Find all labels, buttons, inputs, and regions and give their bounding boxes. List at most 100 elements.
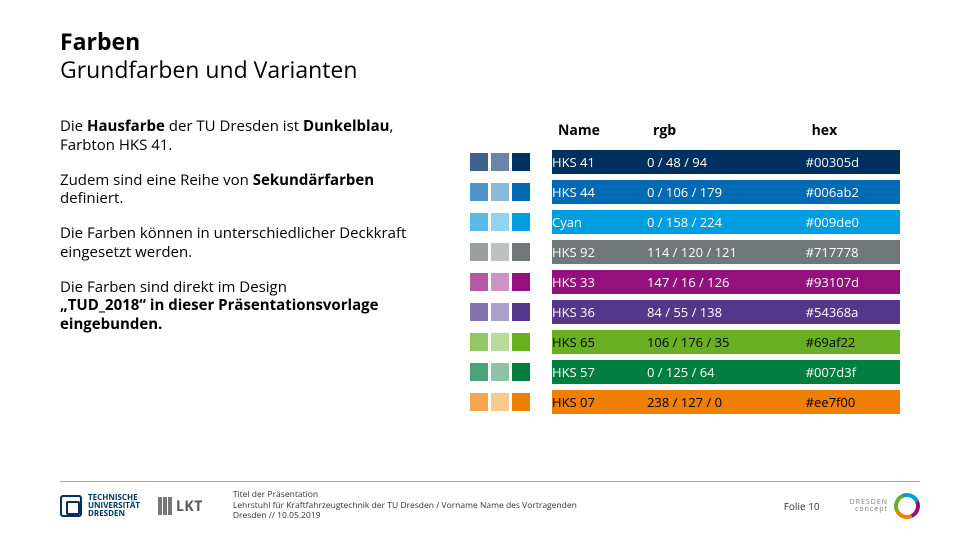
- color-swatch: [470, 303, 488, 321]
- col-rgb: rgb: [647, 117, 806, 150]
- tud-logo: TECHNISCHE UNIVERSITÄT DRESDEN: [60, 494, 140, 518]
- cell-name: Cyan: [552, 210, 647, 234]
- dresden-concept-text: DRESDEN concept: [850, 499, 888, 513]
- footer-logos: TECHNISCHE UNIVERSITÄT DRESDEN LKT: [60, 494, 203, 518]
- color-table-wrapper: Name rgb hex HKS 410 / 48 / 94#00305dHKS…: [470, 117, 900, 420]
- cell-name: HKS 65: [552, 330, 647, 354]
- cell-rgb: 0 / 125 / 64: [647, 360, 806, 384]
- cell-name: HKS 92: [552, 240, 647, 264]
- color-swatch: [512, 243, 530, 261]
- color-swatch: [470, 273, 488, 291]
- cell-hex: #ee7f00: [806, 390, 900, 414]
- cell-name: HKS 57: [552, 360, 647, 384]
- cell-rgb: 147 / 16 / 126: [647, 270, 806, 294]
- color-swatch: [512, 303, 530, 321]
- cell-name: HKS 07: [552, 390, 647, 414]
- color-swatch: [470, 363, 488, 381]
- color-swatch: [470, 183, 488, 201]
- body-text: Die Hausfarbe der TU Dresden ist Dunkelb…: [60, 117, 440, 420]
- table-row: HKS 570 / 125 / 64#007d3f: [470, 360, 900, 384]
- cell-hex: #00305d: [806, 150, 900, 174]
- content-area: Die Hausfarbe der TU Dresden ist Dunkelb…: [60, 117, 900, 420]
- swatch-cell: [470, 180, 552, 204]
- color-swatch: [512, 273, 530, 291]
- color-swatch: [512, 333, 530, 351]
- cell-hex: #69af22: [806, 330, 900, 354]
- lkt-logo-text: LKT: [176, 497, 203, 516]
- swatch-cell: [470, 270, 552, 294]
- col-hex: hex: [806, 117, 900, 150]
- swatch-cell: [470, 150, 552, 174]
- footer-text: Titel der Präsentation Lehrstuhl für Kra…: [233, 490, 784, 522]
- cell-rgb: 0 / 48 / 94: [647, 150, 806, 174]
- swatch-cell: [470, 300, 552, 324]
- color-swatch: [491, 243, 509, 261]
- cell-name: HKS 44: [552, 180, 647, 204]
- paragraph-4: Die Farben sind direkt im Design „TUD_20…: [60, 278, 440, 334]
- swatch-cell: [470, 390, 552, 414]
- color-swatch: [491, 393, 509, 411]
- cell-rgb: 84 / 55 / 138: [647, 300, 806, 324]
- cell-rgb: 114 / 120 / 121: [647, 240, 806, 264]
- swatch-cell: [470, 240, 552, 264]
- cell-rgb: 238 / 127 / 0: [647, 390, 806, 414]
- cell-hex: #007d3f: [806, 360, 900, 384]
- color-table: Name rgb hex HKS 410 / 48 / 94#00305dHKS…: [470, 117, 900, 420]
- paragraph-2: Zudem sind eine Reihe von Sekundärfarben…: [60, 171, 440, 209]
- table-row: HKS 65106 / 176 / 35#69af22: [470, 330, 900, 354]
- table-row: HKS 33147 / 16 / 126#93107d: [470, 270, 900, 294]
- cell-hex: #93107d: [806, 270, 900, 294]
- tud-logo-icon: [60, 495, 82, 517]
- slide: Farben Grundfarben und Varianten Die Hau…: [0, 0, 960, 540]
- table-row: HKS 92114 / 120 / 121#717778: [470, 240, 900, 264]
- table-row: HKS 07238 / 127 / 0#ee7f00: [470, 390, 900, 414]
- lkt-logo-icon: [158, 497, 172, 515]
- cell-rgb: 0 / 106 / 179: [647, 180, 806, 204]
- dresden-concept-icon: [890, 489, 923, 522]
- color-swatch: [491, 273, 509, 291]
- cell-hex: #717778: [806, 240, 900, 264]
- color-swatch: [470, 393, 488, 411]
- color-swatch: [491, 183, 509, 201]
- color-swatch: [491, 213, 509, 231]
- footer: TECHNISCHE UNIVERSITÄT DRESDEN LKT Titel…: [60, 481, 920, 522]
- swatch-cell: [470, 210, 552, 234]
- table-row: HKS 410 / 48 / 94#00305d: [470, 150, 900, 174]
- color-swatch: [491, 333, 509, 351]
- paragraph-1: Die Hausfarbe der TU Dresden ist Dunkelb…: [60, 117, 440, 155]
- table-row: HKS 440 / 106 / 179#006ab2: [470, 180, 900, 204]
- cell-hex: #54368a: [806, 300, 900, 324]
- color-swatch: [470, 243, 488, 261]
- cell-hex: #006ab2: [806, 180, 900, 204]
- footer-page-number: Folie 10: [784, 499, 820, 513]
- tud-logo-text: TECHNISCHE UNIVERSITÄT DRESDEN: [88, 494, 140, 518]
- table-header-row: Name rgb hex: [470, 117, 900, 150]
- dresden-concept-logo: DRESDEN concept: [850, 493, 920, 519]
- lkt-logo: LKT: [158, 497, 203, 516]
- paragraph-3: Die Farben können in unterschiedlicher D…: [60, 224, 440, 262]
- color-swatch: [470, 213, 488, 231]
- color-swatch: [512, 183, 530, 201]
- swatch-cell: [470, 330, 552, 354]
- table-row: HKS 3684 / 55 / 138#54368a: [470, 300, 900, 324]
- color-swatch: [491, 153, 509, 171]
- cell-rgb: 0 / 158 / 224: [647, 210, 806, 234]
- color-swatch: [512, 213, 530, 231]
- table-row: Cyan0 / 158 / 224#009de0: [470, 210, 900, 234]
- cell-rgb: 106 / 176 / 35: [647, 330, 806, 354]
- cell-name: HKS 41: [552, 150, 647, 174]
- cell-name: HKS 33: [552, 270, 647, 294]
- swatch-cell: [470, 360, 552, 384]
- cell-hex: #009de0: [806, 210, 900, 234]
- cell-name: HKS 36: [552, 300, 647, 324]
- color-swatch: [491, 303, 509, 321]
- color-swatch: [470, 153, 488, 171]
- color-swatch: [512, 363, 530, 381]
- color-swatch: [470, 333, 488, 351]
- slide-title: Farben: [60, 28, 900, 56]
- slide-subtitle: Grundfarben und Varianten: [60, 56, 900, 84]
- col-name: Name: [552, 117, 647, 150]
- color-swatch: [512, 393, 530, 411]
- color-swatch: [512, 153, 530, 171]
- color-swatch: [491, 363, 509, 381]
